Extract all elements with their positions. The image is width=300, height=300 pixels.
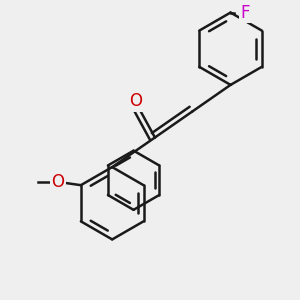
Text: O: O [129, 92, 142, 110]
Text: O: O [51, 173, 64, 191]
Text: F: F [240, 4, 250, 22]
